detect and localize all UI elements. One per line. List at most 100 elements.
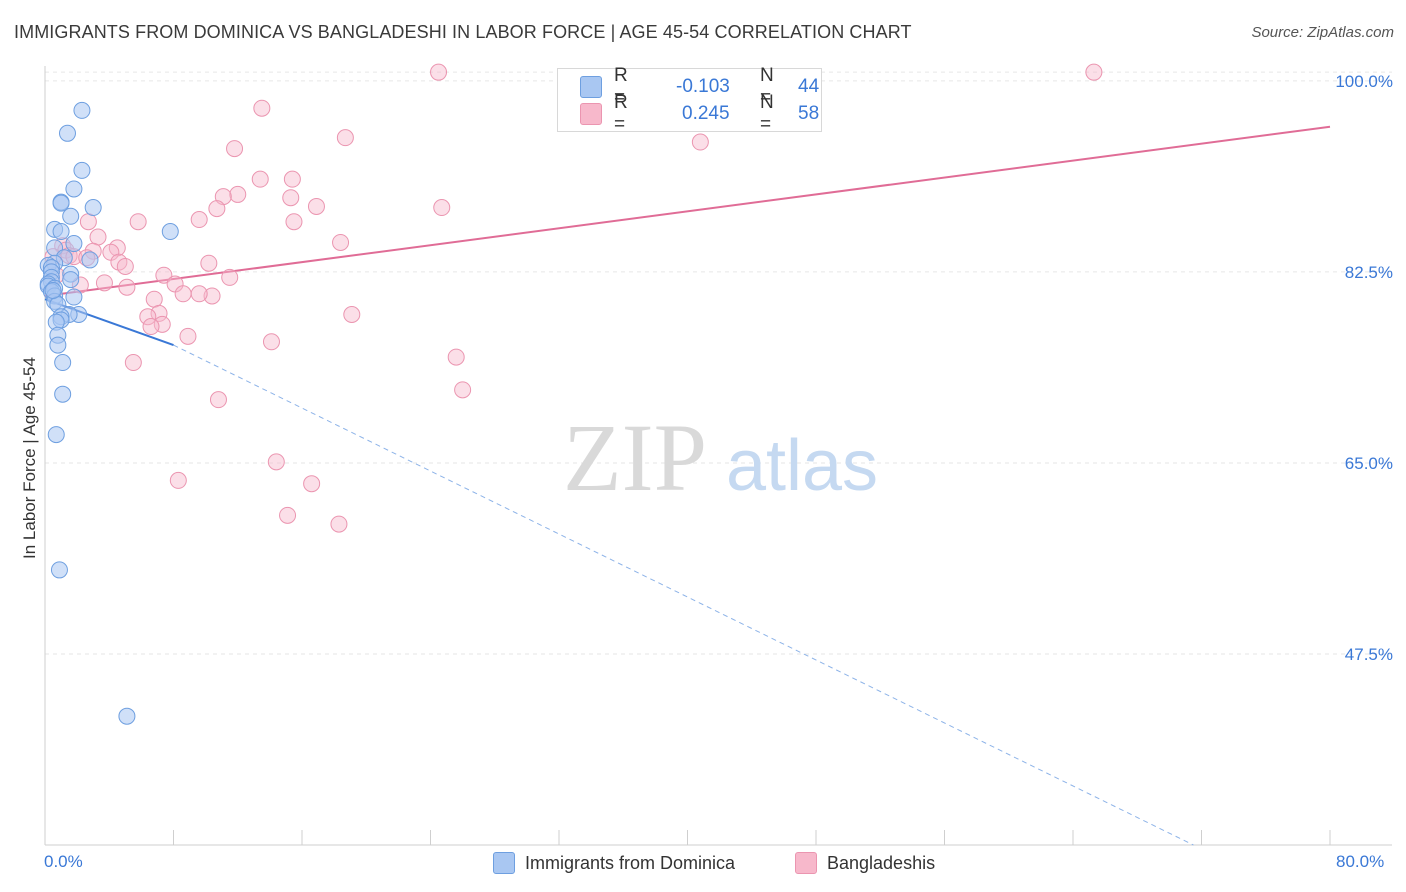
point-dominica <box>81 251 99 269</box>
point-dominica <box>65 180 83 198</box>
point-bangladeshi <box>430 63 448 81</box>
legend-item-dominica[interactable]: Immigrants from Dominica <box>493 852 735 874</box>
stats-legend: R = -0.103 N = 44 R = 0.245 N = 58 <box>557 65 822 135</box>
point-bangladeshi <box>169 471 187 489</box>
watermark-zip: ZIP <box>563 404 707 511</box>
point-bangladeshi <box>433 199 451 217</box>
point-dominica <box>49 336 67 354</box>
y-tick-labels: 47.5% 65.0% 82.5% 100.0% <box>1335 72 1393 664</box>
point-bangladeshi <box>153 315 171 333</box>
legend-swatch-bangladeshis <box>795 852 817 874</box>
point-dominica <box>84 199 102 217</box>
legend-item-bangladeshis[interactable]: Bangladeshis <box>795 852 935 874</box>
y-tick-label: 47.5% <box>1345 645 1393 664</box>
r-value: 0.245 <box>682 103 730 124</box>
point-bangladeshi <box>229 185 247 203</box>
legend-label-dominica: Immigrants from Dominica <box>525 852 736 873</box>
point-dominica <box>54 385 72 403</box>
point-bangladeshi <box>116 257 134 275</box>
legend-swatch-bangladeshis <box>580 103 602 125</box>
point-bangladeshi <box>307 197 325 215</box>
point-bangladeshi <box>208 200 226 218</box>
legend-swatch-dominica <box>580 76 602 98</box>
point-dominica <box>65 235 83 253</box>
point-bangladeshi <box>330 515 348 533</box>
point-dominica <box>47 426 65 444</box>
point-bangladeshi <box>190 285 208 303</box>
r-value: -0.103 <box>676 76 730 97</box>
n-label: N = <box>760 65 774 108</box>
point-bangladeshi <box>691 133 709 151</box>
x-tick-min: 0.0% <box>44 852 83 871</box>
point-bangladeshi <box>253 99 271 117</box>
point-bangladeshi <box>282 189 300 207</box>
point-dominica <box>62 207 80 225</box>
point-bangladeshi <box>200 254 218 272</box>
r-label: R = <box>614 92 628 135</box>
point-bangladeshi <box>179 327 197 345</box>
point-bangladeshi <box>343 306 361 324</box>
point-bangladeshi <box>89 228 107 246</box>
point-dominica <box>118 707 136 725</box>
y-tick-label: 65.0% <box>1345 454 1393 473</box>
data-points <box>39 63 1103 725</box>
legend-swatch-dominica <box>493 852 515 874</box>
point-bangladeshi <box>79 213 97 231</box>
y-tick-label: 82.5% <box>1345 263 1393 282</box>
point-bangladeshi <box>174 285 192 303</box>
point-bangladeshi <box>251 170 269 188</box>
watermark: ZIP atlas <box>563 404 878 511</box>
point-bangladeshi <box>142 318 160 336</box>
point-bangladeshi <box>267 453 285 471</box>
point-bangladeshi <box>209 391 227 409</box>
point-bangladeshi <box>1085 63 1103 81</box>
point-bangladeshi <box>332 233 350 251</box>
point-bangladeshi <box>118 278 136 296</box>
point-bangladeshi <box>139 308 157 326</box>
point-dominica <box>65 288 83 306</box>
r-label: R = <box>614 65 628 108</box>
point-dominica <box>73 101 91 119</box>
y-tick-label: 100.0% <box>1335 72 1393 91</box>
point-bangladeshi <box>150 304 168 322</box>
n-label: N = <box>760 92 774 135</box>
gridlines <box>45 71 1392 655</box>
point-bangladeshi <box>203 287 221 305</box>
trend-line-dominica-extrapolated <box>173 344 1194 846</box>
chart-title: IMMIGRANTS FROM DOMINICA VS BANGLADESHI … <box>14 22 912 42</box>
legend-label-bangladeshis: Bangladeshis <box>827 852 936 873</box>
point-bangladeshi <box>129 213 147 231</box>
point-dominica <box>58 124 76 142</box>
point-bangladeshi <box>279 506 297 524</box>
point-dominica <box>54 354 72 372</box>
point-dominica <box>161 223 179 241</box>
axes <box>44 66 1392 846</box>
point-dominica <box>73 161 91 179</box>
point-bangladeshi <box>454 381 472 399</box>
point-bangladeshi <box>283 170 301 188</box>
point-dominica <box>50 561 68 579</box>
point-bangladeshi <box>221 268 239 286</box>
trend-line-bangladeshis <box>44 125 1331 297</box>
point-bangladeshi <box>336 129 354 147</box>
point-bangladeshi <box>303 475 321 493</box>
point-bangladeshi <box>155 266 173 284</box>
n-value: 58 <box>798 103 820 124</box>
point-dominica <box>44 281 62 299</box>
watermark-atlas: atlas <box>726 426 878 506</box>
point-bangladeshi <box>226 140 244 158</box>
source-label: Source: ZipAtlas.com <box>1251 24 1394 41</box>
point-dominica <box>52 223 70 241</box>
point-bangladeshi <box>447 348 465 366</box>
n-value: 44 <box>798 76 820 97</box>
point-dominica <box>52 194 70 212</box>
x-tick-max: 80.0% <box>1336 852 1385 871</box>
point-bangladeshi <box>124 354 142 372</box>
point-dominica <box>62 271 80 289</box>
point-bangladeshi <box>145 290 163 308</box>
y-axis-label: In Labor Force | Age 45-54 <box>20 357 39 559</box>
point-bangladeshi <box>190 211 208 229</box>
point-bangladeshi <box>285 213 303 231</box>
